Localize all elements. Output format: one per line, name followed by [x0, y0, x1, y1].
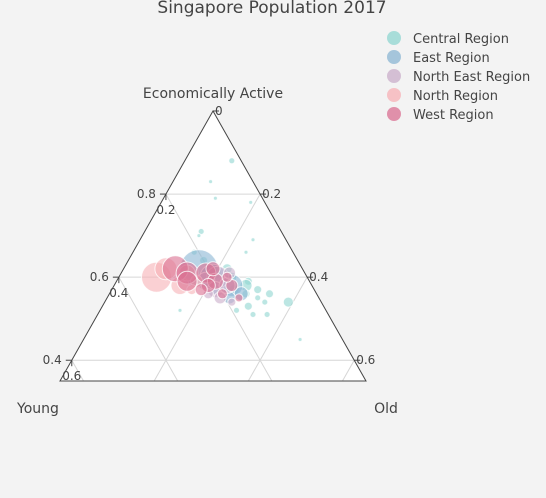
tick-label-b: 0.6: [62, 369, 81, 383]
tick-label-a: 0.8: [137, 187, 156, 201]
tick-label-c: 0.2: [262, 187, 281, 201]
data-point: [197, 228, 205, 235]
chart-title: Singapore Population 2017: [157, 0, 386, 18]
legend-label: North East Region: [413, 70, 530, 85]
data-point: [216, 288, 228, 300]
legend-marker: [387, 107, 401, 121]
data-point: [263, 311, 271, 318]
data-point: [234, 293, 244, 303]
series-central-region: [177, 157, 303, 342]
data-point: [176, 270, 198, 292]
legend-label: West Region: [413, 108, 494, 123]
data-point: [261, 298, 269, 306]
plot-background: [60, 111, 366, 381]
data-point: [233, 306, 240, 314]
tick-label-c: 0.4: [309, 270, 328, 284]
data-point: [248, 199, 254, 205]
triangle-border: [59, 109, 367, 382]
tick-label-c: 0.6: [356, 353, 375, 367]
legend-marker: [387, 88, 401, 102]
tick-label-b: 0.2: [156, 203, 175, 217]
data-point: [282, 296, 294, 308]
data-point: [254, 294, 262, 302]
data-point: [265, 289, 274, 299]
axis-title-economically-active: Economically Active: [143, 86, 283, 102]
data-point: [208, 179, 214, 185]
data-point: [205, 261, 221, 277]
data-point: [297, 337, 303, 342]
tick-label-a: 0.4: [43, 353, 62, 367]
tick-label-b: 0.4: [109, 286, 128, 300]
data-point: [194, 283, 208, 297]
legend-label: North Region: [413, 89, 498, 104]
data-point: [249, 311, 257, 318]
data-points: [141, 157, 303, 342]
legend-marker: [387, 50, 401, 64]
data-point: [228, 157, 236, 165]
data-point: [212, 195, 218, 201]
series-west-region: [161, 255, 244, 303]
gridline-c: [247, 276, 308, 382]
data-point: [253, 285, 263, 295]
data-point: [250, 237, 256, 243]
data-point: [243, 301, 253, 311]
axis-title-young: Young: [16, 401, 59, 417]
legend: Central Region East Region North East Regi…: [387, 31, 530, 123]
tick-label-a: 0.6: [90, 270, 109, 284]
legend-marker: [387, 69, 401, 83]
data-point: [221, 271, 233, 283]
gridline-c: [342, 359, 355, 382]
gridline-b: [118, 276, 179, 382]
legend-marker: [387, 31, 401, 45]
axis-title-old: Old: [374, 401, 398, 417]
data-point: [243, 249, 249, 255]
plot-area: [60, 111, 366, 381]
legend-label: East Region: [413, 51, 490, 66]
data-point: [177, 307, 183, 313]
tick-label-c: 0: [215, 104, 223, 118]
data-point: [196, 233, 202, 239]
gridline-b: [71, 359, 84, 382]
triangle-frame: [59, 109, 367, 382]
data-point: [227, 297, 237, 307]
legend-label: Central Region: [413, 32, 509, 47]
axis-ticks: 0.40.60.80.20.40.600.20.40.6: [43, 104, 376, 383]
